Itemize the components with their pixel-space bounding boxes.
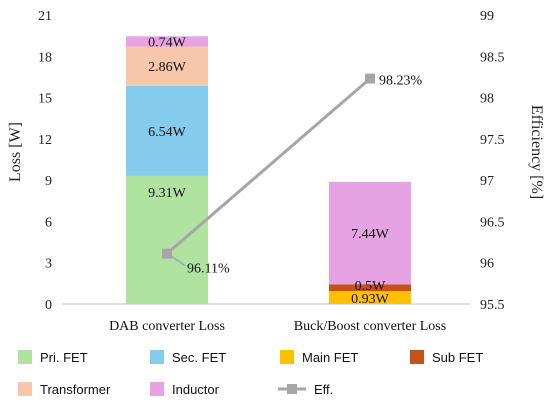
- bar-segment-pri-fet: [126, 175, 208, 304]
- efficiency-line: 96.11% 98.23%: [162, 73, 423, 277]
- legend-swatch-transformer: [18, 382, 32, 396]
- bar-segment-main-fet: [329, 291, 411, 304]
- y-tick-label: 6: [45, 215, 52, 230]
- legend-entry-eff: Eff.: [314, 382, 333, 397]
- y-tick-label: 3: [45, 257, 52, 272]
- efficiency-data-label: 98.23%: [379, 74, 423, 89]
- bar-segment-inductor: [126, 36, 208, 47]
- y-tick-label: 18: [38, 50, 52, 65]
- y-tick-label: 9: [45, 174, 52, 189]
- efficiency-series-line: [166, 77, 371, 255]
- legend-swatch-sub-fet: [410, 350, 424, 364]
- y2-tick-label: 97: [480, 174, 494, 189]
- data-label: 6.54W: [148, 125, 187, 140]
- legend-swatch-main-fet: [280, 350, 294, 364]
- data-label: 2.86W: [148, 60, 187, 75]
- legend-entry-inductor: Inductor: [172, 382, 220, 397]
- efficiency-marker: [162, 248, 172, 259]
- legend-marker: [287, 384, 297, 394]
- bar-segment-transformer: [126, 46, 208, 86]
- legend-entry-main-fet: Main FET: [302, 350, 358, 365]
- bar-segment-sec-fet: [126, 85, 208, 176]
- legend-swatch-inductor: [150, 382, 164, 396]
- legend-swatch-sec-fet: [150, 350, 164, 364]
- y2-tick-label: 98: [480, 92, 494, 107]
- y2-axis-title: Efficiency [%]: [528, 105, 545, 199]
- data-label: 0.93W: [351, 292, 390, 307]
- category-label: Buck/Boost converter Loss: [294, 319, 446, 334]
- y-tick-label: 0: [45, 298, 52, 313]
- y2-tick-label: 97.5: [480, 133, 505, 148]
- efficiency-data-label: 96.11%: [187, 262, 230, 277]
- legend-entry-sub-fet: Sub FET: [432, 350, 483, 365]
- y2-tick-label: 99: [480, 9, 494, 24]
- y-tick-label: 21: [38, 9, 52, 24]
- y-tick-label: 12: [38, 133, 52, 148]
- legend-entry-pri-fet: Pri. FET: [40, 350, 88, 365]
- bar-segment-sub-fet: [329, 284, 411, 292]
- legend-entry-transformer: Transformer: [40, 382, 111, 397]
- legend-entry-sec-fet: Sec. FET: [172, 350, 226, 365]
- y2-tick-label: 96: [480, 257, 494, 272]
- bar-segment-inductor: [329, 181, 411, 285]
- legend: Pri. FET Sec. FET Main FET Sub FET Transform…: [18, 350, 483, 397]
- data-label: 7.44W: [351, 227, 390, 242]
- category-label: DAB converter Loss: [109, 319, 225, 334]
- axes: 0 3 6 9 12 15 18 21 95.5 96 96.5 97 97.5 98 98.5 99 DAB …: [38, 9, 505, 334]
- data-label: 0.74W: [148, 35, 187, 50]
- data-label: 0.5W: [355, 279, 387, 294]
- y2-tick-label: 98.5: [480, 50, 505, 65]
- y2-tick-label: 95.5: [480, 298, 505, 313]
- data-label: 9.31W: [148, 186, 187, 201]
- legend-swatch-pri-fet: [18, 350, 32, 364]
- y-axis-title: Loss [W]: [7, 122, 24, 182]
- efficiency-marker: [365, 73, 375, 84]
- y2-tick-label: 96.5: [480, 215, 505, 230]
- y-tick-label: 15: [38, 92, 52, 107]
- efficiency-label-leader: [171, 256, 186, 267]
